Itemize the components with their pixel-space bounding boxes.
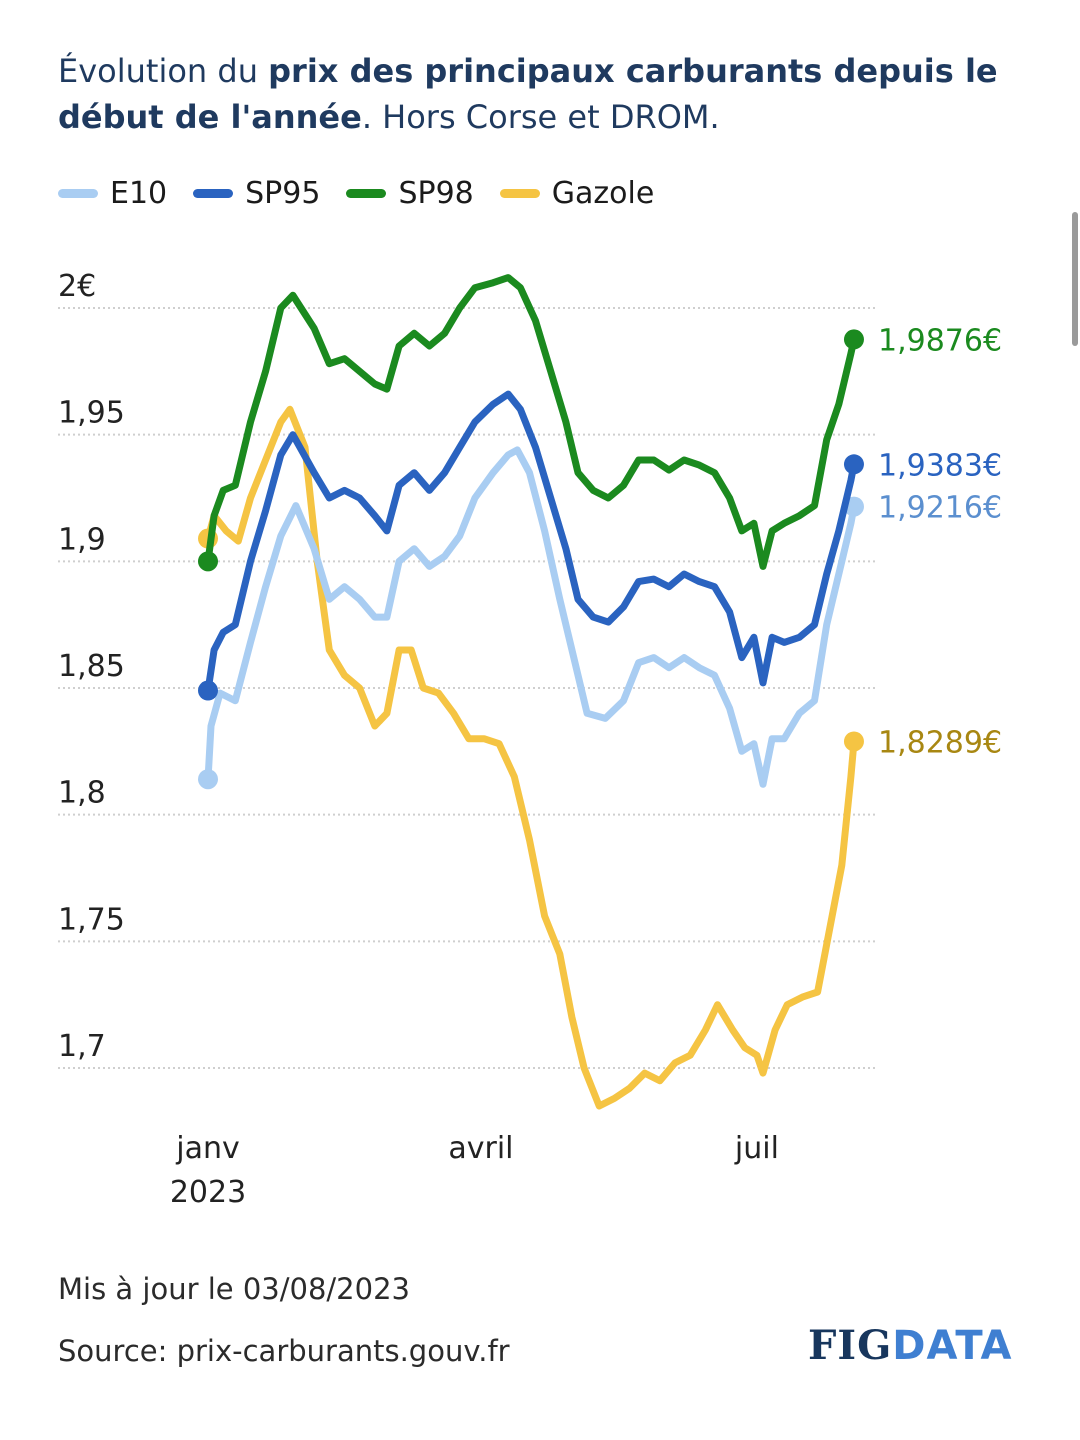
y-tick-label: 1,75: [58, 902, 125, 937]
end-value-label-sp98: 1,9876€: [878, 323, 1002, 358]
legend-item-sp98: SP98: [346, 176, 474, 211]
x-tick-label: janv: [175, 1131, 240, 1166]
source-text: Source: prix-carburants.gouv.fr: [58, 1334, 510, 1368]
line-chart: 2€ 1,95 1,9 1,85 1,8 1,75 1,7 janv 2023 avril juil…: [58, 269, 1002, 1210]
scrollbar[interactable]: [1072, 212, 1078, 346]
series-line-e10: [204, 446, 858, 788]
legend-item-gazole: Gazole: [499, 176, 655, 211]
y-tick-label: 1,7: [58, 1029, 106, 1064]
y-tick-label: 1,8: [58, 776, 106, 811]
x-tick-sublabel: 2023: [170, 1175, 246, 1210]
chart-title: Évolution du prix des principaux carbura…: [58, 48, 1018, 140]
series-end-point-sp98: [843, 329, 864, 350]
title-part-1: Évolution du: [58, 52, 269, 90]
series-line-sp95: [204, 390, 858, 694]
y-tick-label: 1,9: [58, 522, 106, 557]
figdata-logo: FIGDATA: [808, 1322, 1012, 1369]
series-end-point-gazole: [843, 731, 864, 752]
x-tick-label: juil: [734, 1131, 779, 1166]
end-value-label-gazole: 1,8289€: [878, 725, 1002, 760]
legend-label-e10: E10: [110, 176, 168, 211]
series-start-point-sp95: [198, 680, 218, 701]
title-part-2: prix des principaux carburants depuis le…: [58, 52, 998, 136]
legend-swatch-gazole: [499, 189, 540, 198]
updated-date: Mis à jour le 03/08/2023: [58, 1272, 410, 1306]
x-tick-label: avril: [448, 1131, 513, 1166]
legend-swatch-e10: [58, 189, 98, 198]
end-value-label-e10: 1,9216€: [878, 491, 1002, 526]
y-tick-label: 1,85: [58, 649, 125, 684]
title-part-3: . Hors Corse et DROM.: [361, 98, 720, 136]
series-start-point-sp98: [198, 551, 218, 572]
legend-swatch-sp95: [193, 189, 234, 198]
series-line-sp98: [204, 274, 858, 570]
logo-data: DATA: [892, 1323, 1013, 1369]
legend-swatch-sp98: [346, 189, 387, 198]
y-tick-label: 2€: [58, 269, 96, 304]
legend-item-sp95: SP95: [193, 176, 320, 211]
y-tick-label: 1,95: [58, 396, 125, 431]
legend-item-e10: E10: [58, 176, 167, 211]
logo-fig: FIG: [808, 1322, 893, 1369]
end-value-label-sp95: 1,9383€: [878, 448, 1002, 483]
legend-label-sp95: SP95: [245, 176, 321, 211]
legend-label-gazole: Gazole: [551, 176, 655, 211]
series-start-point-e10: [198, 769, 218, 790]
chart-legend: E10 SP95 SP98 Gazole: [58, 176, 680, 211]
legend-label-sp98: SP98: [398, 176, 474, 211]
series-end-point-sp95: [843, 454, 864, 475]
